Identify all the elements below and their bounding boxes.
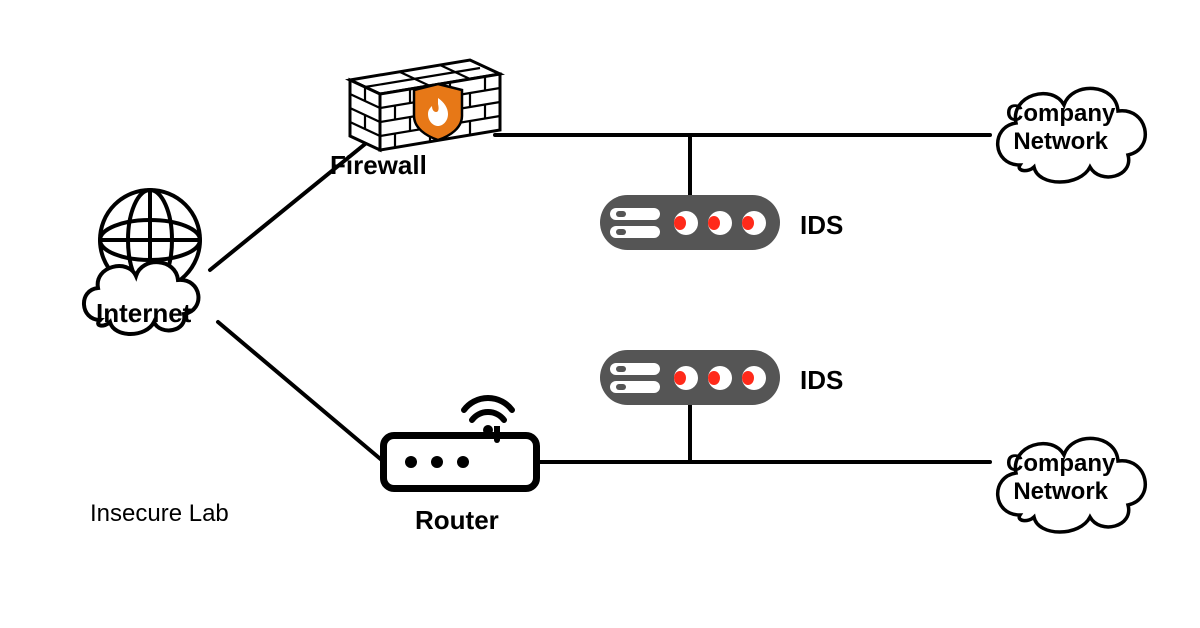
firewall-label: Firewall xyxy=(330,150,427,181)
ids-top-label: IDS xyxy=(800,210,843,241)
router-label: Router xyxy=(415,505,499,536)
ids-led-icon xyxy=(674,211,698,235)
router-node xyxy=(380,432,540,492)
footer-text: Insecure Lab xyxy=(90,500,229,528)
ids-led-icon xyxy=(708,366,732,390)
firewall-node xyxy=(330,50,510,165)
company-network-top-label: Company Network xyxy=(1006,100,1115,155)
wifi-icon xyxy=(458,386,518,441)
ids-top-node xyxy=(600,195,780,250)
ids-led-icon xyxy=(742,211,766,235)
ids-led-icon xyxy=(742,366,766,390)
ids-led-icon xyxy=(674,366,698,390)
company-network-bottom-label: Company Network xyxy=(1006,450,1115,505)
internet-label: Internet xyxy=(96,298,191,329)
ids-bottom-node xyxy=(600,350,780,405)
ids-bottom-label: IDS xyxy=(800,365,843,396)
ids-led-icon xyxy=(708,211,732,235)
diagram-stage: Internet xyxy=(0,0,1200,628)
